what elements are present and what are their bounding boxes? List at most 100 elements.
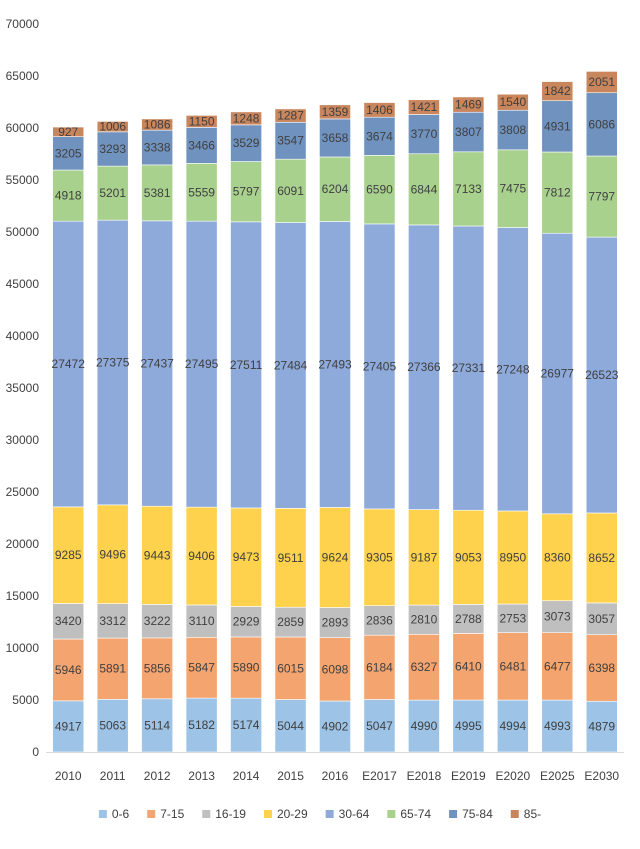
legend-label: 16-19 bbox=[215, 807, 246, 821]
data-label: 6481 bbox=[499, 659, 526, 673]
data-label: 3808 bbox=[499, 123, 526, 137]
legend-swatch bbox=[202, 810, 211, 818]
data-label: 2788 bbox=[455, 612, 482, 626]
data-label: 3420 bbox=[55, 614, 82, 628]
bar-segment-75-84 bbox=[496, 109, 529, 151]
bar-segment-30-64 bbox=[363, 223, 396, 510]
data-label: 3205 bbox=[55, 146, 82, 160]
bar-segment-75-84 bbox=[452, 111, 485, 153]
data-label: 2753 bbox=[499, 611, 526, 625]
data-label: 5891 bbox=[99, 662, 126, 676]
data-label: 1469 bbox=[455, 98, 482, 112]
bar-segment-20-29 bbox=[141, 505, 174, 605]
bar-segment-16-19 bbox=[363, 605, 396, 636]
data-label: 27511 bbox=[230, 358, 263, 372]
data-label: 7812 bbox=[544, 186, 571, 200]
data-label: 26523 bbox=[585, 368, 619, 382]
bar-segment-65-74 bbox=[408, 153, 440, 226]
y-tick-label: 55000 bbox=[6, 173, 40, 187]
bar-segment-0-6 bbox=[230, 697, 262, 753]
data-label: 9511 bbox=[278, 551, 304, 565]
data-label: 4993 bbox=[544, 719, 571, 733]
data-label: 5890 bbox=[233, 661, 260, 675]
bar-segment-30-64 bbox=[408, 224, 440, 510]
bar-segment-85- bbox=[541, 81, 574, 102]
data-label: 1248 bbox=[233, 111, 260, 125]
x-tick-label: E2025 bbox=[540, 769, 575, 783]
data-label: 6204 bbox=[322, 182, 349, 196]
legend-label: 75-84 bbox=[462, 807, 493, 821]
data-label: 3110 bbox=[189, 614, 215, 628]
bar-segment-16-19 bbox=[408, 604, 440, 635]
data-label: 9473 bbox=[233, 550, 260, 564]
bar-segment-65-74 bbox=[230, 161, 262, 223]
y-tick-label: 30000 bbox=[6, 433, 40, 447]
data-label: 4879 bbox=[588, 720, 615, 734]
bar-segment-20-29 bbox=[408, 509, 440, 606]
bar-segment-30-64 bbox=[319, 221, 351, 508]
bar-segment-20-29 bbox=[230, 507, 262, 607]
data-label: 6844 bbox=[411, 182, 438, 196]
legend-label: 0-6 bbox=[112, 807, 130, 821]
x-tick-label: E2018 bbox=[407, 769, 442, 783]
data-label: 1421 bbox=[411, 100, 438, 114]
data-label: 1406 bbox=[366, 103, 393, 117]
bar-segment-7-15 bbox=[408, 633, 440, 701]
bar-segment-30-64 bbox=[52, 220, 85, 508]
data-label: 3057 bbox=[588, 612, 615, 626]
bar-segment-0-6 bbox=[52, 700, 85, 753]
data-label: 6410 bbox=[455, 660, 482, 674]
data-label: 3529 bbox=[233, 136, 260, 150]
bar-segment-85- bbox=[408, 99, 440, 115]
bar-segment-7-15 bbox=[230, 636, 262, 699]
bar-segment-65-74 bbox=[585, 155, 618, 238]
bar-segment-30-64 bbox=[96, 219, 129, 506]
data-label: 6091 bbox=[277, 184, 304, 198]
bar-segment-85- bbox=[585, 71, 618, 94]
data-label: 27472 bbox=[52, 357, 86, 371]
data-label: 3338 bbox=[144, 141, 171, 155]
data-label: 5201 bbox=[99, 186, 126, 200]
data-label: 4994 bbox=[499, 719, 526, 733]
x-tick-label: 2011 bbox=[100, 769, 126, 783]
data-label: 9443 bbox=[144, 548, 171, 562]
bar-segment-16-19 bbox=[185, 604, 218, 638]
bar-segment-30-64 bbox=[274, 222, 307, 509]
bar-segment-65-74 bbox=[52, 169, 85, 222]
data-label: 9496 bbox=[99, 547, 126, 561]
data-label: 3293 bbox=[99, 142, 126, 156]
bar-segment-16-19 bbox=[319, 607, 351, 638]
bar-segment-0-6 bbox=[408, 699, 440, 753]
bar-segment-20-29 bbox=[541, 513, 574, 602]
bar-segment-7-15 bbox=[319, 637, 351, 702]
bar-segment-30-64 bbox=[141, 220, 174, 507]
legend-swatch bbox=[98, 810, 107, 818]
data-label: 6477 bbox=[544, 659, 571, 673]
bar-segment-85- bbox=[319, 104, 351, 120]
data-label: 1006 bbox=[99, 120, 126, 134]
legend: 0-6 7-15 16-19 20-29 30-64 65-74 75-84 85- bbox=[98, 807, 541, 821]
bar-segment-0-6 bbox=[452, 699, 485, 753]
bar-segment-0-6 bbox=[496, 699, 529, 753]
bar-segment-65-74 bbox=[496, 149, 529, 228]
bar-segment-85- bbox=[185, 115, 218, 128]
data-label: 9406 bbox=[188, 549, 215, 563]
data-label: 7797 bbox=[588, 190, 615, 204]
data-label: 6098 bbox=[322, 662, 349, 676]
data-label: 1842 bbox=[544, 84, 571, 98]
bar-segment-30-64 bbox=[585, 236, 618, 514]
legend-swatch bbox=[449, 810, 458, 818]
x-tick-label: E2019 bbox=[451, 769, 486, 783]
legend-label: 7-15 bbox=[160, 807, 184, 821]
y-tick-label: 5000 bbox=[12, 693, 39, 707]
legend-label: 85- bbox=[524, 807, 541, 821]
bar-segment-20-29 bbox=[185, 506, 218, 606]
bar-segment-75-84 bbox=[274, 121, 307, 160]
data-label: 5847 bbox=[188, 661, 215, 675]
bar-segment-85- bbox=[96, 121, 129, 133]
bar-segment-20-29 bbox=[319, 507, 351, 608]
bar-segment-16-19 bbox=[96, 603, 129, 639]
data-label: 8360 bbox=[544, 550, 571, 564]
bar-segment-75-84 bbox=[230, 124, 262, 162]
